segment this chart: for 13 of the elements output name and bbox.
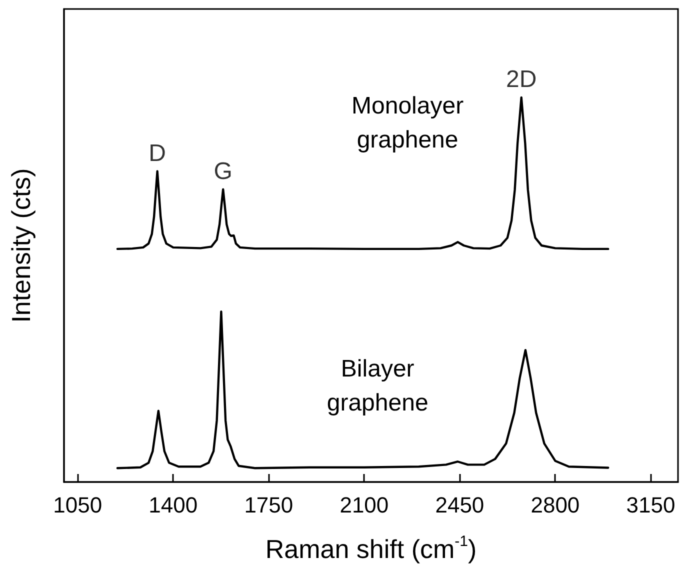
x-tick-label: 1400: [148, 492, 198, 518]
text: Monolayer graphene: [352, 92, 464, 154]
text: Bilayer graphene: [326, 356, 428, 417]
x-tick-label: 2100: [340, 492, 389, 518]
annotation: D: [148, 140, 166, 167]
annotation: 2D: [506, 66, 537, 93]
annotation: G: [214, 158, 232, 185]
y-axis-title: Intensity (cts): [6, 168, 36, 323]
x-tick-label: 2800: [530, 492, 580, 518]
x-tick-label: 3150: [626, 492, 676, 518]
x-tick-label: 1750: [244, 492, 294, 518]
x-tick-label: 2450: [435, 492, 484, 518]
x-tick-label: 1050: [53, 492, 102, 518]
